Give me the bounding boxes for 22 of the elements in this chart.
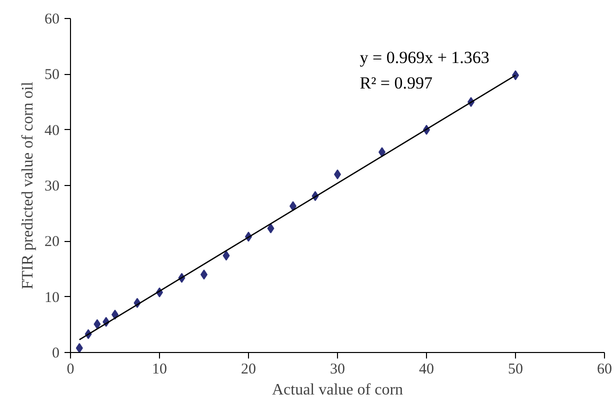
y-tick-label: 60 [44, 12, 60, 28]
point [267, 223, 274, 234]
x-tick-label: 0 [66, 362, 74, 378]
x-tick-label: 40 [419, 362, 434, 378]
y-axis-title: FTIR predicted value of corn oil [20, 81, 36, 290]
annotation: R² = 0.997 [360, 74, 434, 93]
y-tick-label: 30 [44, 178, 60, 194]
point [94, 319, 101, 330]
y-tick-label: 20 [44, 234, 60, 250]
point [222, 250, 230, 261]
x-axis-title: Actual value of corn [272, 382, 404, 398]
annotation: y = 0.969x + 1.363 [360, 48, 490, 67]
y-tick-label: 10 [44, 290, 60, 306]
x-tick-label: 60 [597, 362, 612, 378]
y-tick-label: 40 [44, 122, 60, 139]
x-tick-label: 30 [330, 362, 345, 378]
x-tick-label: 20 [241, 362, 256, 378]
x-tick-label: 10 [152, 362, 167, 378]
y-tick-label: 50 [44, 67, 60, 84]
x-tick-label: 50 [508, 362, 523, 378]
point [76, 343, 83, 352]
y-tick-label: 0 [52, 346, 60, 362]
